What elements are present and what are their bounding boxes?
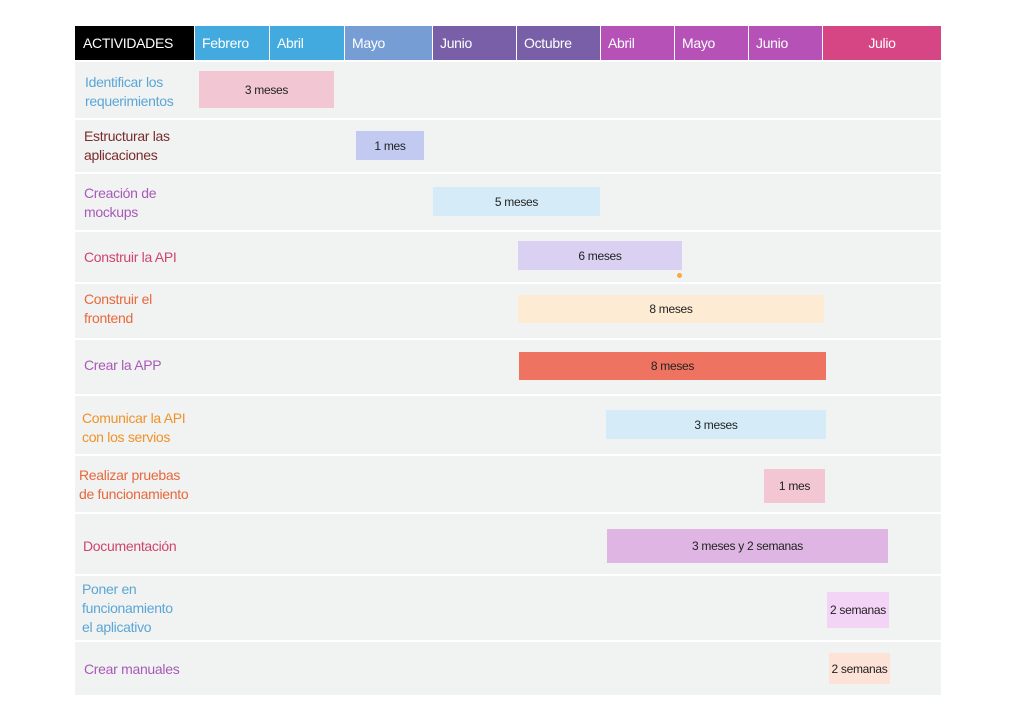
task-name: Documentación — [83, 538, 177, 554]
task-name: Estructurar las aplicaciones — [84, 128, 170, 163]
task-bar: 1 mes — [764, 469, 825, 503]
activities-header: ACTIVIDADES — [75, 26, 194, 60]
task-name: Crear la APP — [84, 357, 162, 373]
task-duration: 8 meses — [650, 359, 695, 373]
task-duration: 6 meses — [578, 248, 622, 263]
task-bar: 1 mes — [356, 131, 424, 160]
task-row — [75, 232, 941, 282]
task-bar: 3 meses y 2 semanas — [607, 529, 888, 563]
task-name: Poner en funcionamiento el aplicativo — [82, 581, 173, 635]
task-duration: 2 semanas — [830, 603, 886, 617]
task-name: Crear manuales — [84, 661, 180, 677]
month-header: Febrero — [195, 26, 269, 60]
task-duration: 3 meses — [244, 82, 289, 97]
task-bar: 5 meses — [433, 187, 600, 216]
task-name: Creación de mockups — [84, 185, 157, 220]
task-bar: 3 meses — [606, 410, 826, 439]
task-bar: 8 meses — [518, 295, 824, 323]
task-bar: 6 meses — [518, 241, 682, 270]
task-duration: 3 meses y 2 semanas — [691, 539, 804, 553]
task-bar: 8 meses — [519, 352, 826, 380]
task-row — [75, 576, 941, 640]
task-duration: 5 meses — [494, 194, 539, 209]
month-header: Julio — [823, 26, 941, 60]
month-header: Junio — [749, 26, 822, 60]
month-header: Abril — [601, 26, 674, 60]
task-row — [75, 642, 941, 695]
task-duration: 3 meses — [694, 417, 738, 432]
task-name: Realizar pruebas de funcionamiento — [79, 467, 189, 502]
task-name: Identificar los requerimientos — [85, 74, 174, 109]
task-name: Construir el frontend — [84, 291, 152, 326]
task-duration: 8 meses — [649, 302, 693, 316]
month-header: Mayo — [675, 26, 748, 60]
task-name: Construir la API — [84, 249, 177, 265]
task-bar: 3 meses — [199, 71, 334, 108]
task-duration: 1 mes — [374, 138, 406, 153]
task-row — [75, 120, 941, 172]
task-name: Comunicar la API con los servios — [82, 410, 186, 445]
month-header: Abril — [270, 26, 344, 60]
month-header: Mayo — [345, 26, 432, 60]
task-duration: 2 semanas — [831, 661, 888, 676]
task-duration: 1 mes — [778, 479, 811, 493]
month-header: Junio — [433, 26, 516, 60]
month-header: Octubre — [517, 26, 600, 60]
task-bar: 2 semanas — [829, 653, 890, 684]
task-bar: 2 semanas — [827, 592, 889, 628]
marker-dot — [677, 273, 682, 278]
